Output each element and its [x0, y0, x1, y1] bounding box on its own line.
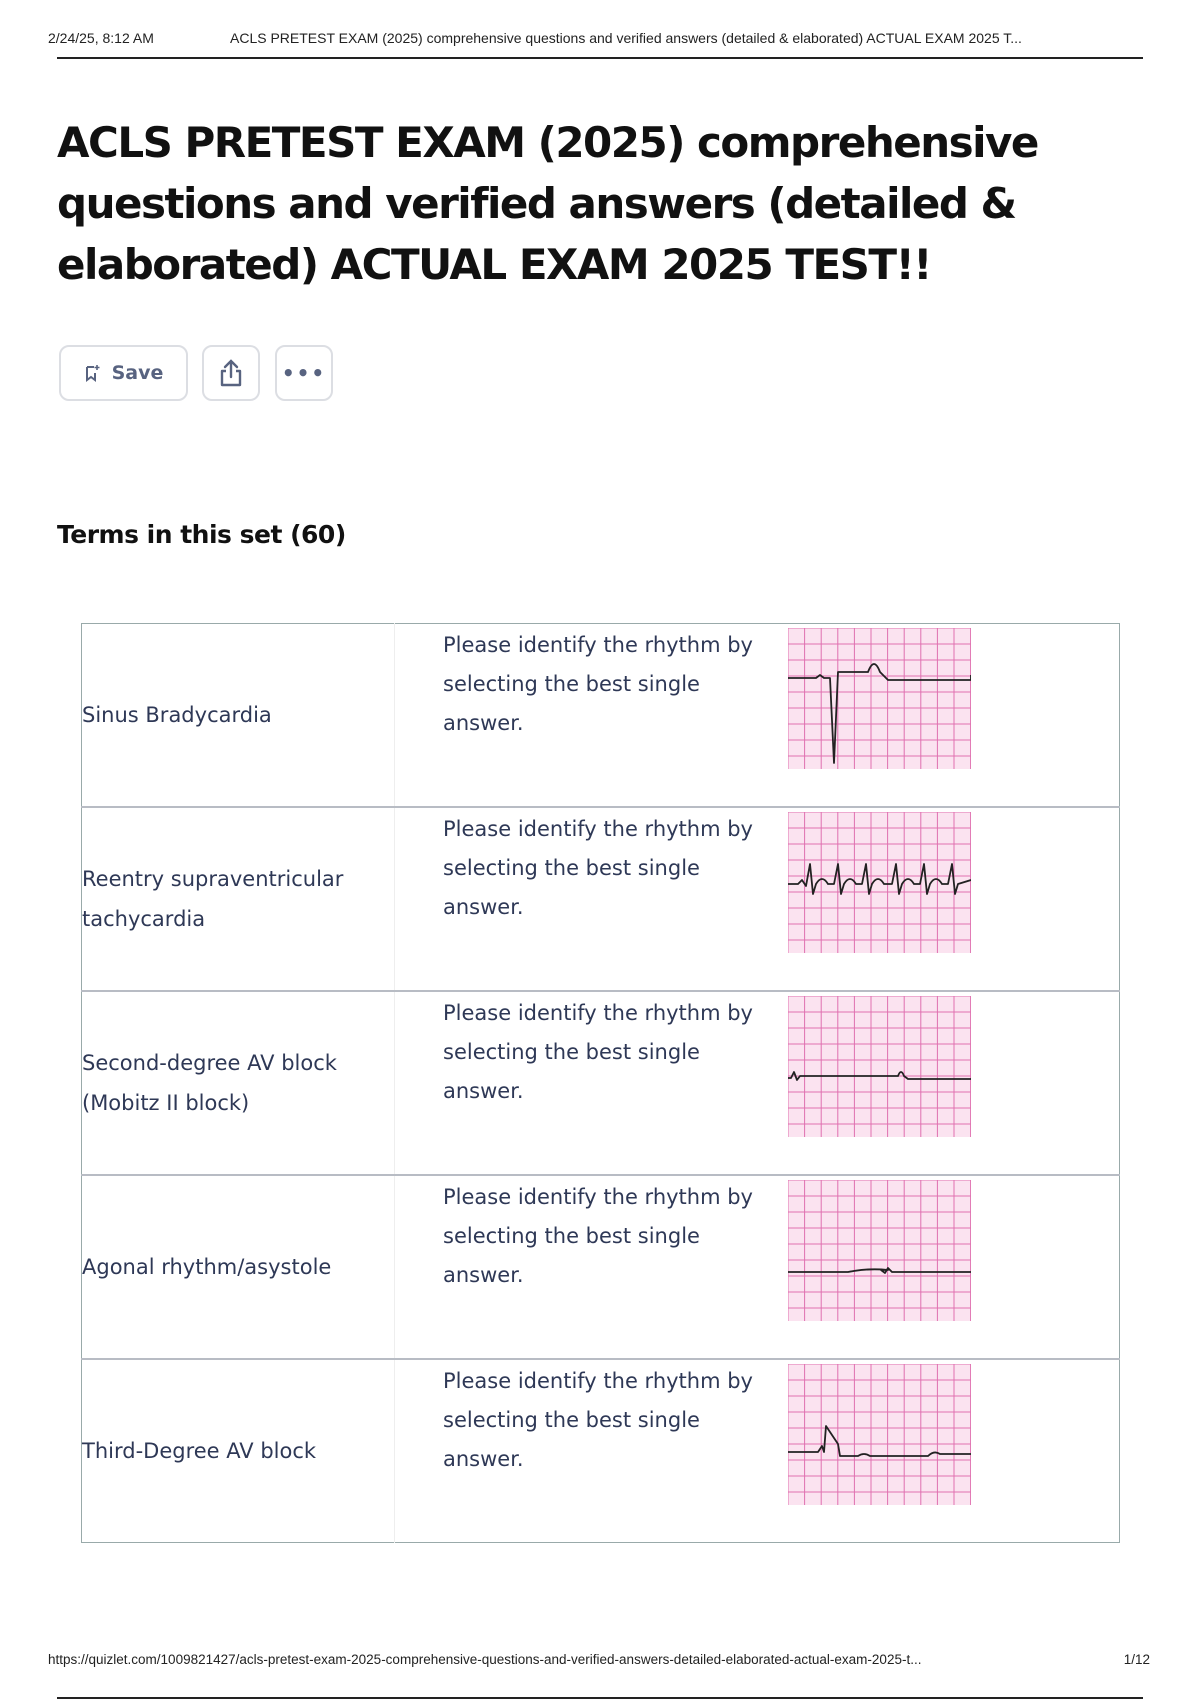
print-date: 2/24/25, 8:12 AM: [48, 30, 154, 46]
print-doc-title: ACLS PRETEST EXAM (2025) comprehensive q…: [230, 30, 1022, 46]
more-options-button[interactable]: •••: [275, 345, 333, 401]
definition-text: Please identify the rhythm by selecting …: [443, 1369, 753, 1471]
footer-divider: [57, 1697, 1143, 1699]
header-divider: [57, 57, 1143, 59]
term-cell: Second-degree AV block (Mobitz II block): [81, 990, 395, 1175]
terms-table: Sinus Bradycardia Please identify the rh…: [81, 623, 1120, 1543]
term-text: Third-Degree AV block: [82, 1439, 317, 1463]
footer-url: https://quizlet.com/1009821427/acls-pret…: [48, 1652, 922, 1667]
term-text: Reentry supraventricular tachycardia: [82, 867, 344, 931]
terms-heading: Terms in this set (60): [57, 520, 346, 549]
ecg-strip-image: [788, 1180, 971, 1321]
term-row: Third-Degree AV block Please identify th…: [81, 1358, 1120, 1543]
term-row: Reentry supraventricular tachycardia Ple…: [81, 806, 1120, 991]
definition-cell: Please identify the rhythm by selecting …: [394, 1358, 788, 1543]
definition-text: Please identify the rhythm by selecting …: [443, 633, 753, 735]
image-cell: [788, 623, 1120, 807]
print-header: 2/24/25, 8:12 AM ACLS PRETEST EXAM (2025…: [48, 30, 1144, 46]
term-text: Sinus Bradycardia: [82, 703, 272, 727]
ecg-strip-image: [788, 628, 971, 769]
term-text: Second-degree AV block (Mobitz II block): [82, 1051, 337, 1115]
term-cell: Reentry supraventricular tachycardia: [81, 806, 395, 991]
print-footer: https://quizlet.com/1009821427/acls-pret…: [48, 1652, 1150, 1667]
term-row: Sinus Bradycardia Please identify the rh…: [81, 623, 1120, 807]
ecg-strip-image: [788, 812, 971, 953]
image-cell: [788, 1174, 1120, 1359]
bookmark-plus-icon: [85, 365, 100, 382]
save-label: Save: [111, 362, 164, 384]
more-icon: •••: [281, 361, 327, 385]
term-row: Agonal rhythm/asystole Please identify t…: [81, 1174, 1120, 1359]
definition-cell: Please identify the rhythm by selecting …: [394, 1174, 788, 1359]
ecg-strip-image: [788, 1364, 971, 1505]
term-cell: Third-Degree AV block: [81, 1358, 395, 1543]
definition-cell: Please identify the rhythm by selecting …: [394, 990, 788, 1175]
term-row: Second-degree AV block (Mobitz II block)…: [81, 990, 1120, 1175]
image-cell: [788, 806, 1120, 991]
share-icon: [220, 359, 242, 387]
definition-cell: Please identify the rhythm by selecting …: [394, 623, 788, 807]
definition-cell: Please identify the rhythm by selecting …: [394, 806, 788, 991]
definition-text: Please identify the rhythm by selecting …: [443, 1001, 753, 1103]
term-cell: Sinus Bradycardia: [81, 623, 395, 807]
definition-text: Please identify the rhythm by selecting …: [443, 817, 753, 919]
ecg-strip-image: [788, 996, 971, 1137]
definition-text: Please identify the rhythm by selecting …: [443, 1185, 753, 1287]
page-number: 1/12: [1123, 1652, 1150, 1667]
image-cell: [788, 1358, 1120, 1543]
image-cell: [788, 990, 1120, 1175]
term-text: Agonal rhythm/asystole: [82, 1255, 332, 1279]
term-cell: Agonal rhythm/asystole: [81, 1174, 395, 1359]
page-title: ACLS PRETEST EXAM (2025) comprehensive q…: [57, 118, 1039, 289]
share-button[interactable]: [202, 345, 260, 401]
save-button[interactable]: Save: [59, 345, 188, 401]
